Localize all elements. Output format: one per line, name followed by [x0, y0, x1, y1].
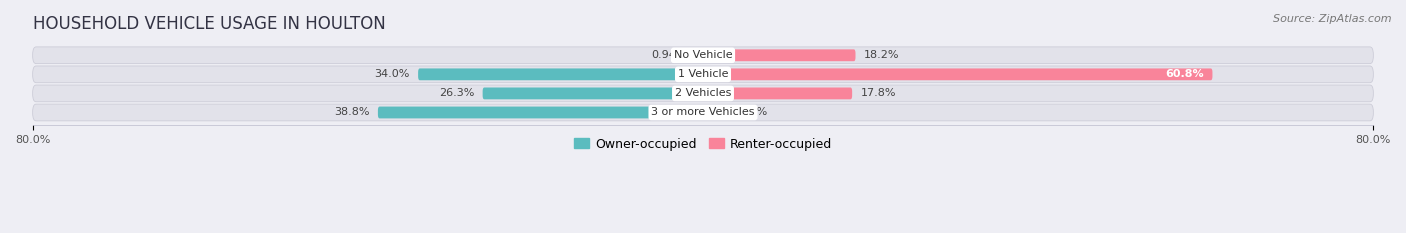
Text: 34.0%: 34.0% [374, 69, 409, 79]
Text: 60.8%: 60.8% [1166, 69, 1204, 79]
Text: 3 or more Vehicles: 3 or more Vehicles [651, 107, 755, 117]
Text: 2 Vehicles: 2 Vehicles [675, 88, 731, 98]
FancyBboxPatch shape [32, 66, 1374, 83]
FancyBboxPatch shape [695, 49, 703, 61]
Text: 38.8%: 38.8% [335, 107, 370, 117]
FancyBboxPatch shape [378, 106, 703, 118]
Text: 18.2%: 18.2% [863, 50, 900, 60]
FancyBboxPatch shape [703, 69, 1212, 80]
Text: 1 Vehicle: 1 Vehicle [678, 69, 728, 79]
FancyBboxPatch shape [418, 69, 703, 80]
FancyBboxPatch shape [32, 47, 1374, 64]
Text: 3.3%: 3.3% [740, 107, 768, 117]
Text: 17.8%: 17.8% [860, 88, 896, 98]
Text: 0.94%: 0.94% [651, 50, 686, 60]
FancyBboxPatch shape [703, 88, 852, 99]
Text: 26.3%: 26.3% [439, 88, 474, 98]
Text: HOUSEHOLD VEHICLE USAGE IN HOULTON: HOUSEHOLD VEHICLE USAGE IN HOULTON [32, 15, 385, 33]
FancyBboxPatch shape [703, 49, 855, 61]
Legend: Owner-occupied, Renter-occupied: Owner-occupied, Renter-occupied [568, 133, 838, 155]
FancyBboxPatch shape [32, 104, 1374, 121]
FancyBboxPatch shape [703, 106, 731, 118]
Text: No Vehicle: No Vehicle [673, 50, 733, 60]
FancyBboxPatch shape [482, 88, 703, 99]
Text: Source: ZipAtlas.com: Source: ZipAtlas.com [1274, 14, 1392, 24]
FancyBboxPatch shape [32, 85, 1374, 102]
